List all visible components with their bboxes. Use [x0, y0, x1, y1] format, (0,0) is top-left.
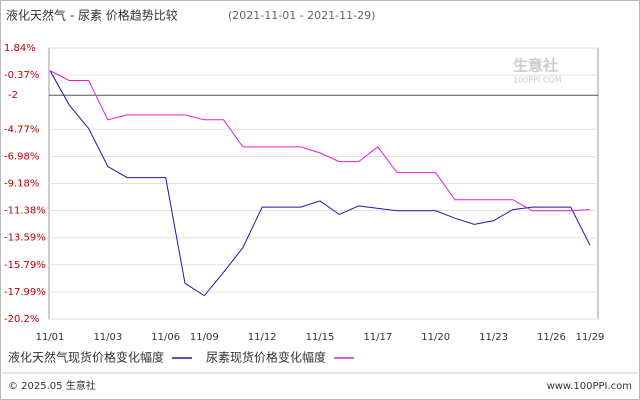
reference-label: -2 — [8, 90, 18, 101]
y-tick-label: -17.99% — [4, 287, 46, 298]
x-tick-label: 11/26 — [537, 332, 566, 343]
x-tick-label: 11/23 — [479, 332, 508, 343]
x-tick-label: 11/03 — [93, 332, 122, 343]
legend-label: 液化天然气现货价格变化幅度 — [8, 350, 164, 365]
x-tick-label: 11/20 — [421, 332, 450, 343]
x-tick-label: 11/29 — [576, 332, 605, 343]
y-tick-label: -6.98% — [4, 151, 39, 162]
legend-label: 尿素现货价格变化幅度 — [206, 350, 326, 365]
series-line — [49, 70, 591, 297]
y-tick-label: -4.77% — [4, 124, 39, 135]
x-tick-label: 11/09 — [190, 332, 219, 343]
watermark: 生意社 — [513, 57, 558, 75]
x-tick-label: 11/12 — [248, 332, 277, 343]
footer-right: www.100PPI.com — [547, 381, 632, 392]
x-tick-label: 11/06 — [151, 332, 180, 343]
x-tick-label: 11/01 — [36, 332, 65, 343]
y-tick-label: -9.18% — [4, 179, 39, 190]
x-tick-label: 11/15 — [306, 332, 335, 343]
y-tick-label: -15.79% — [4, 260, 46, 271]
footer-left: © 2025.05 生意社 — [8, 379, 96, 392]
y-tick-label: -0.37% — [4, 70, 39, 81]
y-tick-label: -20.2% — [4, 314, 39, 325]
chart-title: 液化天然气 - 尿素 价格趋势比较 — [6, 8, 178, 23]
chart-subtitle: (2021-11-01 - 2021-11-29) — [228, 9, 375, 22]
y-tick-label: 1.84% — [4, 43, 36, 54]
x-tick-label: 11/17 — [363, 332, 392, 343]
watermark-site: 100PPI.COM — [513, 76, 562, 85]
y-tick-label: -13.59% — [4, 233, 46, 244]
series-line — [49, 70, 591, 212]
y-tick-label: -11.38% — [4, 206, 46, 217]
